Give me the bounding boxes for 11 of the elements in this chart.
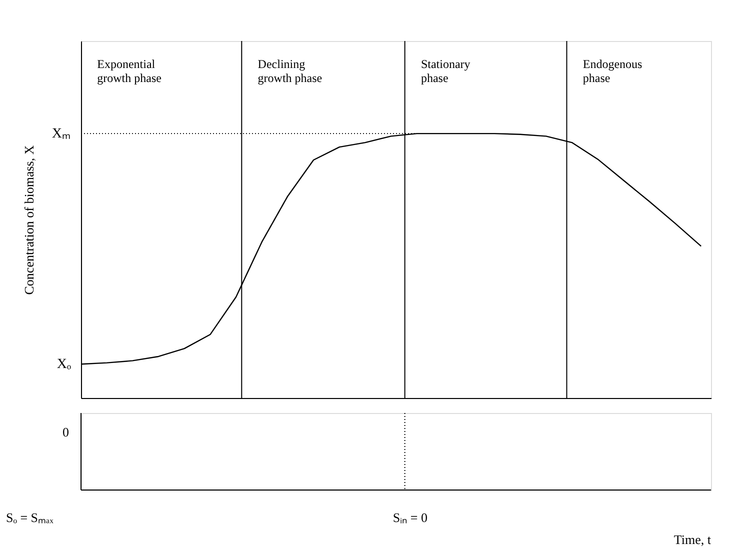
text: Stationary phase <box>420 56 470 85</box>
text: 0 <box>62 424 69 440</box>
text: Endogenous phase <box>582 56 643 85</box>
ref-line-label: Xₘ <box>52 126 71 142</box>
text: Xₒ <box>56 357 71 372</box>
y-axis-title: Concentration of biomass, X <box>22 144 36 295</box>
text: Sₒ = Sₘₐₓ <box>6 510 54 525</box>
text: Time, t <box>674 532 712 547</box>
text: Exponential growth phase <box>97 56 162 85</box>
text: Sᵢₙ = 0 <box>392 510 428 525</box>
text: Declining growth phase <box>258 56 322 85</box>
